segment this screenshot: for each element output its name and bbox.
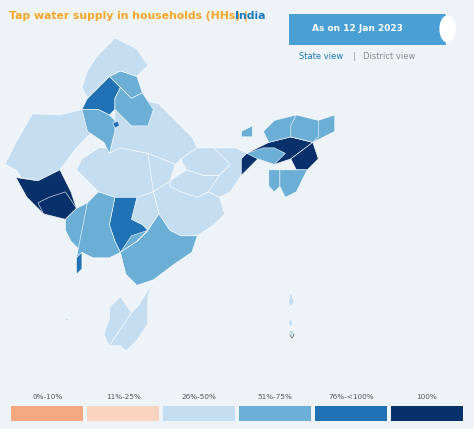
Polygon shape: [247, 148, 285, 164]
Polygon shape: [115, 88, 154, 126]
Text: 11%-25%: 11%-25%: [106, 394, 141, 400]
Polygon shape: [16, 170, 76, 219]
Polygon shape: [76, 192, 120, 258]
Polygon shape: [109, 71, 142, 98]
FancyBboxPatch shape: [287, 11, 446, 48]
Bar: [87, 406, 159, 420]
Polygon shape: [76, 252, 82, 274]
Polygon shape: [109, 280, 154, 351]
Bar: [391, 406, 463, 420]
Polygon shape: [264, 115, 335, 142]
Polygon shape: [241, 126, 252, 137]
Polygon shape: [154, 181, 225, 236]
Text: As on 12 Jan 2023: As on 12 Jan 2023: [312, 24, 403, 33]
Text: India: India: [235, 11, 265, 21]
Polygon shape: [170, 170, 219, 197]
Text: District view: District view: [363, 52, 415, 61]
Polygon shape: [5, 109, 109, 181]
Polygon shape: [291, 142, 318, 170]
Polygon shape: [38, 192, 76, 219]
Bar: [11, 406, 83, 420]
Bar: [163, 406, 235, 420]
Polygon shape: [241, 137, 313, 175]
Polygon shape: [109, 98, 197, 164]
Polygon shape: [104, 296, 131, 346]
Text: 100%: 100%: [416, 394, 437, 400]
Text: 51%-75%: 51%-75%: [257, 394, 292, 400]
Text: |: |: [353, 52, 356, 61]
Text: 0%-10%: 0%-10%: [32, 394, 63, 400]
Bar: [239, 406, 311, 420]
Text: 26%-50%: 26%-50%: [182, 394, 217, 400]
Polygon shape: [131, 154, 175, 230]
Polygon shape: [109, 197, 148, 252]
Polygon shape: [65, 318, 68, 320]
Polygon shape: [113, 121, 119, 128]
Polygon shape: [120, 214, 197, 285]
Bar: [315, 406, 387, 420]
Text: State view: State view: [299, 52, 343, 61]
Polygon shape: [291, 115, 318, 142]
Polygon shape: [82, 38, 148, 98]
Polygon shape: [82, 76, 120, 115]
Text: Tap water supply in households (HHs) |: Tap water supply in households (HHs) |: [9, 11, 252, 22]
Polygon shape: [203, 148, 247, 197]
Polygon shape: [181, 148, 236, 175]
Polygon shape: [280, 170, 307, 197]
Polygon shape: [76, 148, 175, 197]
Polygon shape: [289, 318, 293, 327]
Polygon shape: [82, 109, 115, 154]
Circle shape: [440, 16, 455, 42]
Polygon shape: [269, 170, 280, 192]
Text: 76%-<100%: 76%-<100%: [328, 394, 374, 400]
Polygon shape: [65, 192, 159, 258]
Polygon shape: [289, 291, 294, 307]
